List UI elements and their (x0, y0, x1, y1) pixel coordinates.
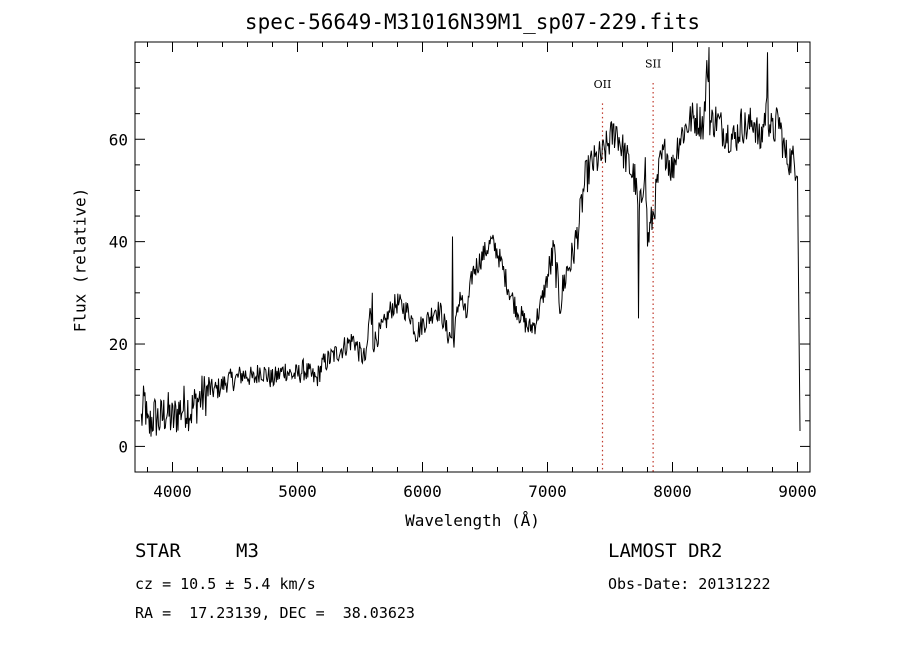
line-annotations: OII SII (594, 58, 661, 472)
object-subclass: M3 (236, 540, 259, 562)
coordinates: RA = 17.23139, DEC = 38.03623 (135, 604, 415, 622)
annotation-label: OII (594, 78, 612, 91)
x-tick-label: 8000 (653, 482, 692, 501)
object-type: STAR (135, 540, 181, 562)
x-tick-label: 5000 (278, 482, 317, 501)
spectrum-series (140, 47, 801, 437)
x-tick-label: 9000 (778, 482, 817, 501)
annotation-label: SII (645, 58, 661, 71)
y-axis-label: Flux (relative) (70, 187, 90, 333)
y-tick-label: 20 (109, 335, 128, 354)
survey-name: LAMOST DR2 (608, 540, 723, 562)
x-tick-label: 4000 (153, 482, 192, 501)
x-tick-label: 6000 (403, 482, 442, 501)
x-tick-label: 7000 (528, 482, 567, 501)
y-tick-label: 40 (109, 233, 128, 252)
observation-date: Obs-Date: 20131222 (608, 575, 771, 593)
redshift-cz: cz = 10.5 ± 5.4 km/s (135, 575, 316, 593)
plot-frame (134, 41, 811, 473)
chart-title: spec-56649-M31016N39M1_sp07-229.fits (244, 10, 701, 34)
axis-ticks: 4000 5000 6000 7000 8000 9000 0 20 40 60 (109, 42, 817, 501)
y-tick-label: 0 (118, 437, 128, 456)
y-tick-label: 60 (109, 130, 128, 149)
x-axis-label: Wavelength (Å) (405, 511, 540, 530)
